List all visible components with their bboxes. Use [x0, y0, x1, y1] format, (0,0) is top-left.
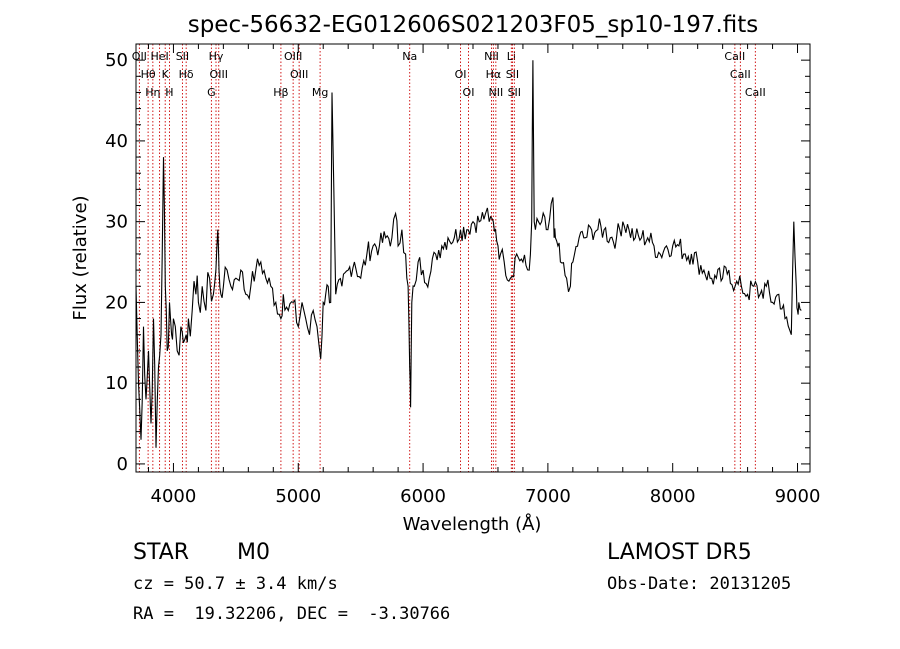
- line-marker-label: SII: [176, 50, 189, 63]
- spectral-line-markers: OIIHθHηHeIKHSIIHδGHγOIIIHβOIIIOIIIMgNaOI…: [132, 44, 766, 472]
- x-tick-label: 7000: [525, 486, 571, 507]
- line-marker-label: NII: [484, 50, 499, 63]
- x-axis-label: Wavelength (Å): [403, 513, 542, 535]
- line-marker-label: OI: [463, 86, 475, 99]
- line-marker-label: OIII: [210, 68, 228, 81]
- line-marker-label: Hβ: [273, 86, 288, 99]
- x-tick-label: 9000: [775, 486, 821, 507]
- y-tick-label: 0: [117, 454, 128, 475]
- spectrum-line: [135, 60, 802, 448]
- line-marker-label: Hη: [145, 86, 160, 99]
- line-marker-label: Hθ: [141, 68, 156, 81]
- line-marker-label: K: [162, 68, 170, 81]
- line-marker-label: OI: [455, 68, 467, 81]
- y-tick-label: 10: [105, 373, 128, 394]
- line-marker-label: OIII: [284, 50, 302, 63]
- redshift-text: cz = 50.7 ± 3.4 km/s: [133, 574, 338, 594]
- y-tick-label: 40: [105, 131, 128, 152]
- plot-frame: [135, 43, 811, 473]
- line-marker-label: NII: [488, 86, 503, 99]
- y-tick-label: 20: [105, 292, 128, 313]
- y-axis: 0 10 20 30 40 50: [105, 50, 810, 475]
- x-tick-label: 5000: [275, 486, 321, 507]
- line-marker-label: H: [165, 86, 173, 99]
- obs-date-text: Obs-Date: 20131205: [607, 574, 792, 594]
- line-marker-label: SII: [508, 86, 521, 99]
- class-label: STAR: [133, 540, 190, 565]
- x-axis: 4000 5000 6000 7000 8000 9000: [147, 44, 821, 507]
- line-marker-label: Hδ: [179, 68, 194, 81]
- x-tick-label: 6000: [400, 486, 446, 507]
- line-marker-label: Na: [402, 50, 417, 63]
- y-tick-label: 50: [105, 50, 128, 71]
- line-marker-label: CaII: [730, 68, 751, 81]
- survey-label: LAMOST DR5: [607, 540, 752, 565]
- chart-title: spec-56632-EG012606S021203F05_sp10-197.f…: [188, 12, 759, 38]
- line-marker-label: Hγ: [209, 50, 224, 63]
- line-marker-label: G: [207, 86, 216, 99]
- y-axis-label: Flux (relative): [70, 195, 91, 320]
- line-marker-label: HeI: [150, 50, 168, 63]
- line-marker-label: OII: [132, 50, 147, 63]
- line-marker-label: Li: [507, 50, 516, 63]
- x-tick-label: 4000: [151, 486, 197, 507]
- line-marker-label: Hα: [486, 68, 502, 81]
- subclass-label: M0: [237, 540, 270, 565]
- line-marker-label: SII: [506, 68, 519, 81]
- y-tick-label: 30: [105, 212, 128, 233]
- coords-text: RA = 19.32206, DEC = -3.30766: [133, 604, 451, 624]
- line-marker-label: OIII: [290, 68, 308, 81]
- line-marker-label: Mg: [312, 86, 328, 99]
- line-marker-label: CaII: [745, 86, 766, 99]
- x-tick-label: 8000: [650, 486, 696, 507]
- line-marker-label: CaII: [724, 50, 745, 63]
